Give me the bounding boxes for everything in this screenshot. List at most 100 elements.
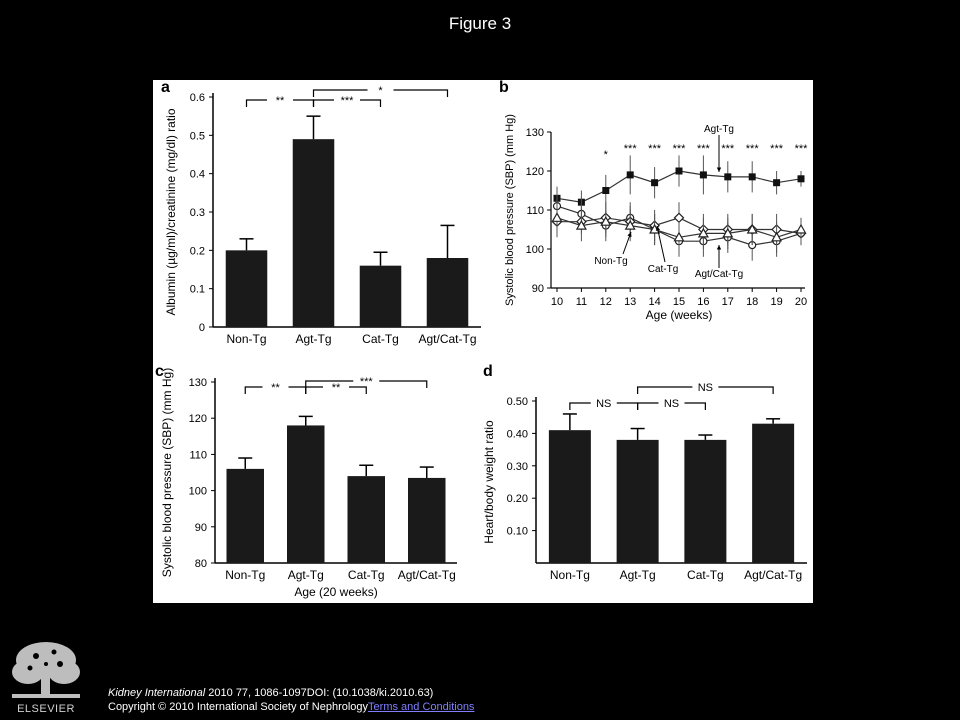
citation-details: 2010 77, 1086-1097DOI: (10.1038/ki.2010.… bbox=[205, 687, 434, 699]
copyright-text: Copyright © 2010 International Society o… bbox=[108, 701, 369, 713]
y-axis-label-c: Systolic blood pressure (SBP) (mm Hg) bbox=[160, 368, 174, 577]
x-tick-label-c: Cat-Tg bbox=[348, 568, 385, 582]
bar-d-Agt/Cat-Tg bbox=[752, 423, 795, 563]
figure-panel: a 0 0.1 0.2 0.3 0.4 0.5 0.6 Albumin (µg/ml)/crea… bbox=[153, 80, 813, 603]
annotation-arrowhead-Agt-Tg bbox=[716, 167, 722, 172]
significance-bg-c bbox=[262, 380, 289, 392]
point-Agt-Tg bbox=[675, 167, 683, 175]
y-tick-label-b: 100 bbox=[526, 244, 544, 256]
point-Agt-Tg bbox=[797, 175, 805, 183]
y-tick-label-b: 120 bbox=[526, 166, 544, 178]
significance-mark-b: * bbox=[604, 149, 609, 161]
x-tick-label-a: Agt/Cat-Tg bbox=[418, 332, 476, 346]
annotation-arrowhead-Cat-Tg bbox=[655, 226, 661, 231]
bar-a-Agt/Cat-Tg bbox=[426, 258, 469, 327]
panel-label-b: b bbox=[499, 80, 509, 96]
y-tick-label-a: 0.5 bbox=[190, 130, 205, 142]
y-tick-label-c: 110 bbox=[189, 449, 207, 461]
y-tick-label-c: 130 bbox=[189, 377, 207, 389]
bar-c-Cat-Tg bbox=[347, 476, 386, 563]
y-tick-label-b: 110 bbox=[526, 205, 544, 217]
figure-svg: a 0 0.1 0.2 0.3 0.4 0.5 0.6 Albumin (µg/ml)/crea… bbox=[155, 80, 809, 599]
panel-label-c: c bbox=[155, 363, 164, 380]
y-tick-label-a: 0.4 bbox=[190, 169, 205, 181]
significance-bg-a bbox=[367, 83, 394, 95]
series-annotation-Agt-Tg: Agt-Tg bbox=[704, 124, 734, 135]
significance-mark-b: *** bbox=[721, 143, 735, 155]
y-tick-label-c: 80 bbox=[195, 558, 207, 570]
significance-label-a: ** bbox=[276, 95, 285, 107]
annotation-arrow-Cat-Tg bbox=[656, 225, 666, 263]
point-Agt/Cat-Tg bbox=[624, 219, 636, 230]
y-tick-label-b: 130 bbox=[526, 127, 544, 139]
bar-d-Non-Tg bbox=[548, 430, 591, 563]
significance-mark-b: *** bbox=[624, 143, 638, 155]
terms-link[interactable]: Terms and Conditions bbox=[368, 701, 475, 713]
panel-label-d: d bbox=[483, 363, 493, 380]
significance-mark-b: *** bbox=[648, 143, 662, 155]
significance-mark-b: *** bbox=[795, 143, 809, 155]
series-annotation-Agt/Cat-Tg: Agt/Cat-Tg bbox=[695, 269, 743, 280]
x-tick-label-b: 16 bbox=[697, 296, 709, 308]
logo-text: ELSEVIER bbox=[17, 703, 75, 715]
series-annotation-Cat-Tg: Cat-Tg bbox=[648, 264, 679, 275]
significance-label-a: *** bbox=[341, 95, 355, 107]
x-tick-label-b: 12 bbox=[600, 296, 612, 308]
y-tick-label-c: 90 bbox=[195, 522, 207, 534]
x-tick-label-c: Agt/Cat-Tg bbox=[398, 568, 456, 582]
bar-a-Agt-Tg bbox=[292, 139, 335, 327]
point-Agt/Cat-Tg bbox=[551, 212, 563, 222]
significance-label-c: ** bbox=[332, 382, 341, 394]
journal-name: Kidney International bbox=[108, 687, 206, 699]
point-Agt/Cat-Tg bbox=[673, 231, 685, 242]
significance-label-d: NS bbox=[698, 382, 713, 394]
y-tick-label-a: 0 bbox=[199, 322, 205, 334]
y-tick-label-a: 0.6 bbox=[190, 92, 205, 104]
significance-bg-d bbox=[692, 380, 719, 392]
significance-bg-c bbox=[353, 374, 380, 386]
point-Agt-Tg bbox=[626, 171, 634, 179]
y-tick-label-d: 0.20 bbox=[507, 493, 528, 505]
bar-c-Agt/Cat-Tg bbox=[407, 477, 446, 563]
x-tick-label-c: Agt-Tg bbox=[288, 568, 324, 582]
x-tick-label-c: Non-Tg bbox=[225, 568, 265, 582]
series-annotation-Non-Tg: Non-Tg bbox=[594, 256, 627, 267]
bar-d-Cat-Tg bbox=[684, 439, 727, 563]
y-tick-label-d: 0.30 bbox=[507, 461, 528, 473]
panel-label-a: a bbox=[161, 80, 170, 96]
significance-label-a: * bbox=[378, 85, 383, 97]
bar-c-Agt-Tg bbox=[286, 425, 325, 563]
x-tick-label-d: Non-Tg bbox=[550, 568, 590, 582]
significance-label-d: NS bbox=[596, 398, 611, 410]
citation-line-2: Copyright © 2010 International Society o… bbox=[108, 700, 474, 714]
x-tick-label-a: Agt-Tg bbox=[295, 332, 331, 346]
significance-bg-a bbox=[334, 93, 360, 105]
annotation-arrowhead-Agt/Cat-Tg bbox=[716, 245, 722, 250]
point-Agt/Cat-Tg bbox=[697, 227, 709, 238]
x-tick-label-d: Agt/Cat-Tg bbox=[744, 568, 802, 582]
x-tick-label-b: 17 bbox=[722, 296, 734, 308]
x-tick-label-b: 14 bbox=[648, 296, 660, 308]
significance-bg-d bbox=[658, 396, 685, 408]
significance-mark-b: *** bbox=[697, 143, 711, 155]
point-Agt-Tg bbox=[773, 179, 781, 187]
y-axis-label-b: Systolic blood pressure (SBP) (mm Hg) bbox=[504, 114, 516, 306]
bar-a-Non-Tg bbox=[225, 250, 268, 327]
point-Cat-Tg bbox=[673, 212, 685, 224]
point-Agt/Cat-Tg bbox=[771, 231, 783, 242]
point-Agt/Cat-Tg bbox=[575, 219, 587, 230]
y-tick-label-a: 0.3 bbox=[190, 207, 205, 219]
significance-mark-b: *** bbox=[770, 143, 784, 155]
y-tick-label-d: 0.50 bbox=[507, 396, 528, 408]
significance-label-d: NS bbox=[664, 398, 679, 410]
x-tick-label-b: 13 bbox=[624, 296, 636, 308]
x-tick-label-b: 19 bbox=[770, 296, 782, 308]
x-tick-label-d: Cat-Tg bbox=[687, 568, 724, 582]
significance-mark-b: *** bbox=[673, 143, 687, 155]
point-Agt-Tg bbox=[748, 173, 756, 181]
significance-bg-d bbox=[590, 396, 617, 408]
annotation-arrowhead-Non-Tg bbox=[627, 232, 632, 237]
point-Agt/Cat-Tg bbox=[600, 215, 612, 226]
x-tick-label-b: 10 bbox=[551, 296, 563, 308]
x-tick-label-b: 18 bbox=[746, 296, 758, 308]
